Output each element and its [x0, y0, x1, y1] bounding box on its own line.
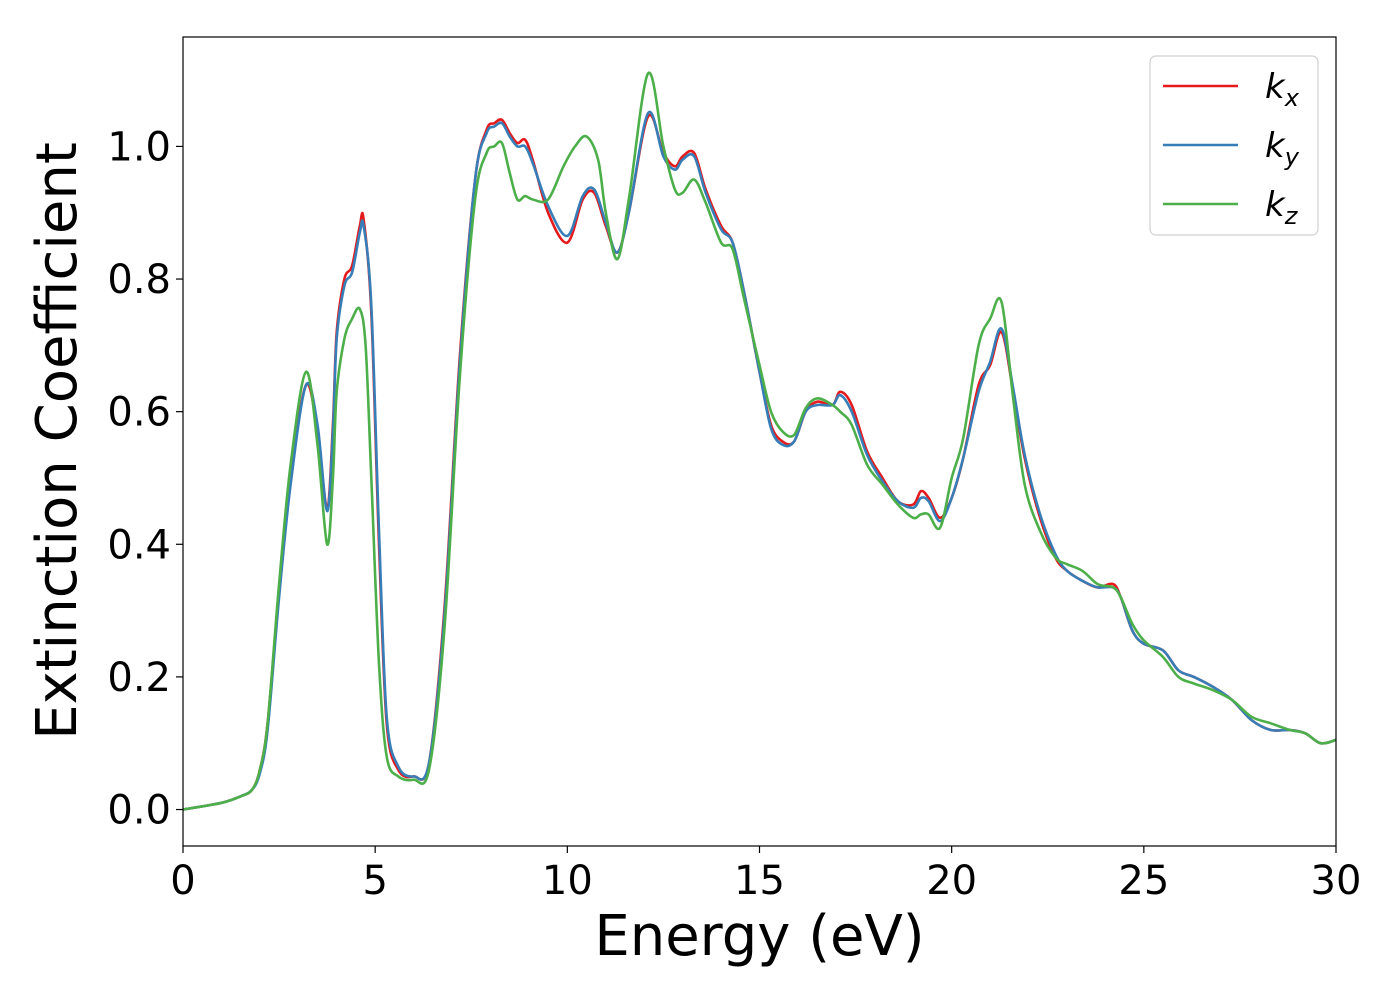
x-tick-label: 0 — [170, 858, 195, 904]
y-tick-label: 0.8 — [107, 257, 171, 303]
x-tick-label: 30 — [1311, 858, 1362, 904]
series-layer — [182, 71, 1337, 811]
x-axis: 0 5 10 15 20 25 30 — [170, 846, 1361, 904]
x-tick-label: 15 — [734, 858, 785, 904]
x-tick-label: 10 — [542, 858, 593, 904]
y-axis: 0.0 0.2 0.4 0.6 0.8 1.0 — [107, 124, 183, 834]
x-tick-label: 25 — [1118, 858, 1169, 904]
y-axis-title: Extinction Coefficient — [25, 142, 90, 740]
x-axis-title: Energy (eV) — [594, 904, 924, 969]
y-tick-label: 0.6 — [107, 390, 171, 436]
x-tick-label: 5 — [362, 858, 387, 904]
series-line-z — [182, 71, 1337, 811]
series-line-y — [182, 110, 1337, 811]
y-tick-label: 0.4 — [107, 522, 171, 568]
y-tick-label: 0.0 — [107, 788, 171, 834]
x-tick-label: 20 — [926, 858, 977, 904]
y-tick-label: 0.2 — [107, 655, 171, 701]
y-tick-label: 1.0 — [107, 124, 171, 170]
